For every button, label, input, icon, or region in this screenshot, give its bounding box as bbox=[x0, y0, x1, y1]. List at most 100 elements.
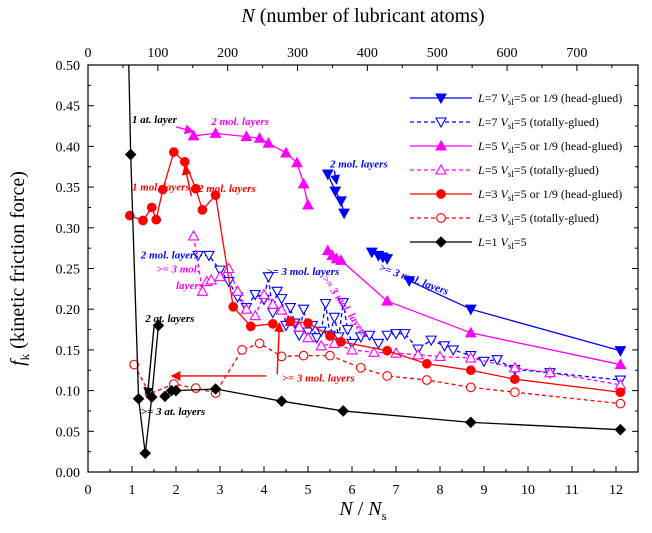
x-axis-title: N / Ns bbox=[338, 498, 386, 523]
data-point bbox=[298, 350, 309, 361]
data-point bbox=[253, 132, 266, 143]
legend-label: L=3 Vsl=5 (totally-glued) bbox=[477, 211, 599, 227]
y-tick-label: 0.45 bbox=[56, 100, 81, 115]
data-point bbox=[297, 304, 310, 316]
plot-frame-layer bbox=[87, 64, 639, 473]
legend-entry: L=7 Vsl=5 (totally-glued) bbox=[410, 115, 599, 131]
annotation-arrow bbox=[274, 322, 284, 375]
data-point bbox=[491, 355, 504, 366]
annotation-label: 2 mol. layers bbox=[197, 183, 256, 195]
data-point bbox=[544, 366, 556, 378]
y-tick-label: 0.05 bbox=[56, 425, 81, 440]
legend-entry: L=7 Vsl=5 or 1/9 (head-glued) bbox=[410, 91, 622, 107]
x2-tick-label: 400 bbox=[357, 46, 378, 61]
data-point bbox=[170, 384, 182, 397]
legend-entry: L=1 Vsl=5 bbox=[410, 235, 527, 251]
data-point bbox=[355, 362, 366, 373]
data-point bbox=[267, 319, 278, 329]
data-point bbox=[302, 331, 314, 343]
series-7 bbox=[124, 65, 627, 460]
annotation-arrow bbox=[181, 164, 193, 197]
data-point bbox=[129, 359, 140, 370]
series-line bbox=[198, 254, 621, 381]
data-point bbox=[403, 276, 416, 287]
series-4 bbox=[187, 229, 627, 390]
data-point bbox=[337, 298, 350, 309]
data-point bbox=[197, 205, 208, 215]
data-point bbox=[249, 309, 262, 321]
legend-marker bbox=[435, 93, 447, 105]
data-point bbox=[615, 387, 626, 398]
data-point bbox=[346, 343, 358, 355]
annotation-label: layers bbox=[176, 280, 203, 292]
data-point bbox=[382, 345, 393, 356]
x2-tick-label: 0 bbox=[85, 46, 92, 61]
legend-marker bbox=[436, 189, 446, 199]
series-5 bbox=[124, 147, 626, 398]
annotation-label: 2 mol. layers bbox=[140, 250, 199, 262]
data-point bbox=[187, 129, 200, 141]
data-point bbox=[228, 301, 239, 312]
axis-text-layer: 0 1 2 3 4 5 6 7 8 9 10 11 120 100 200 300 400 500 600 7000.… bbox=[7, 5, 623, 523]
series-6 bbox=[129, 338, 626, 409]
annotation-label: 2 at. layers bbox=[144, 313, 194, 325]
legend-marker bbox=[436, 213, 446, 223]
data-point bbox=[237, 345, 247, 355]
data-point bbox=[509, 374, 520, 385]
y-tick-label: 0.10 bbox=[56, 385, 81, 400]
data-point bbox=[291, 156, 303, 168]
data-point bbox=[425, 335, 438, 347]
data-point bbox=[271, 286, 284, 298]
x-tick-label: 4 bbox=[261, 483, 268, 498]
legend-label: L=7 Vsl=5 (totally-glued) bbox=[477, 115, 599, 131]
data-point bbox=[465, 416, 477, 429]
data-point bbox=[132, 392, 145, 405]
data-point bbox=[209, 127, 222, 138]
series-layer bbox=[124, 65, 627, 460]
data-point bbox=[335, 196, 347, 208]
annotation-label: 2 mol. layers bbox=[329, 159, 388, 171]
data-point bbox=[363, 330, 376, 342]
data-point bbox=[214, 270, 226, 282]
data-point bbox=[179, 157, 190, 167]
data-point bbox=[310, 333, 323, 344]
x-tick-label: 12 bbox=[609, 483, 623, 498]
data-point bbox=[222, 262, 235, 274]
legend-marker bbox=[435, 139, 447, 151]
data-point bbox=[321, 169, 334, 181]
x2-tick-label: 200 bbox=[217, 46, 238, 61]
data-point bbox=[205, 273, 218, 285]
x2-tick-label: 500 bbox=[427, 46, 448, 61]
legend-marker bbox=[435, 163, 447, 175]
data-point bbox=[190, 383, 201, 394]
data-point bbox=[151, 214, 162, 225]
data-point bbox=[337, 405, 349, 417]
data-point bbox=[614, 358, 627, 370]
data-point bbox=[434, 350, 446, 361]
data-point bbox=[321, 244, 334, 256]
series-line bbox=[164, 388, 621, 431]
legend: L=7 Vsl=5 or 1/9 (head-glued) L=7 Vsl=5 (… bbox=[404, 83, 634, 266]
data-point bbox=[209, 383, 222, 395]
annotation-layer: 1 at. layer 2 mol. layers 1 mol. layers 2 m… bbox=[132, 114, 450, 418]
data-point bbox=[381, 294, 394, 306]
data-point bbox=[275, 395, 288, 407]
data-point bbox=[438, 341, 451, 352]
data-point bbox=[210, 190, 221, 201]
data-point bbox=[303, 318, 313, 328]
data-point bbox=[302, 198, 314, 210]
data-point bbox=[412, 348, 424, 360]
legend-label: L=5 Vsl=5 or 1/9 (head-glued) bbox=[477, 139, 622, 155]
data-point bbox=[190, 183, 201, 194]
series-3 bbox=[187, 127, 627, 370]
legend-entry: L=3 Vsl=5 or 1/9 (head-glued) bbox=[410, 187, 622, 203]
data-point bbox=[328, 312, 341, 324]
x2-axis-title: N (number of lubricant atoms) bbox=[240, 5, 484, 27]
legend-entry: L=3 Vsl=5 (totally-glued) bbox=[410, 211, 599, 227]
data-point bbox=[372, 338, 385, 350]
data-point bbox=[240, 130, 253, 142]
annotation-label: 1 mol. layers bbox=[132, 181, 190, 193]
y-tick-label: 0.35 bbox=[56, 181, 81, 196]
data-point bbox=[192, 250, 204, 262]
